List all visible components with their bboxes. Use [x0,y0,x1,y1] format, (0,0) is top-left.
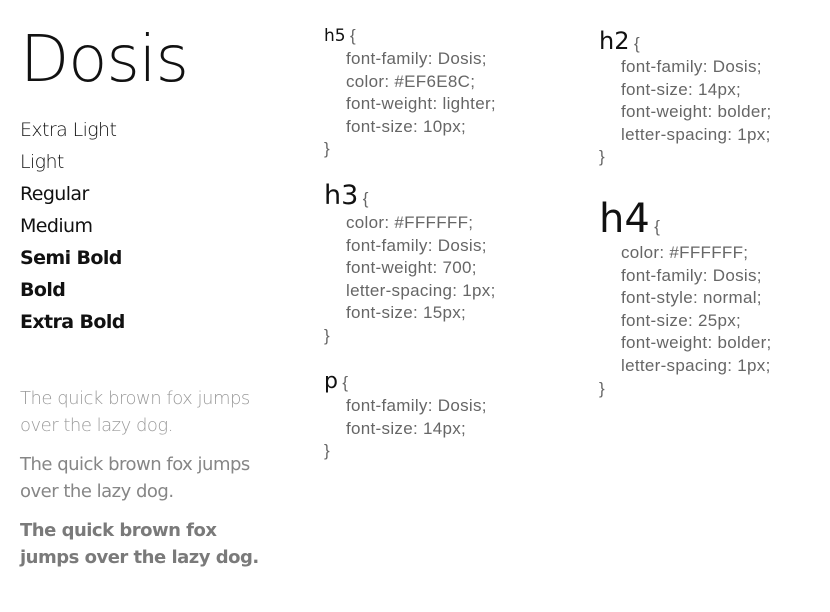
css-selector-p: p [324,369,338,394]
open-brace: { [362,189,369,208]
sample-text-light: The quick brown fox jumps over the lazy … [20,388,250,436]
css-declaration: font-weight: bolder; [621,102,772,122]
close-brace: } [324,139,330,159]
css-declaration: color: #EF6E8C; [346,71,476,91]
sample-text-group: The quick brown fox jumps over the lazy … [20,385,310,571]
close-brace: } [599,147,605,167]
css-declaration: font-style: normal; [621,288,762,308]
sample-text-bold: The quick brown fox jumps over the lazy … [20,520,259,568]
css-selector-h5: h5 [324,26,346,46]
weight-list: Extra Light Light Regular Medium Semi Bo… [20,114,310,338]
open-brace: { [654,217,660,236]
close-brace: } [324,441,330,461]
sample-text-regular: The quick brown fox jumps over the lazy … [20,454,250,502]
css-declaration: letter-spacing: 1px; [346,280,496,300]
css-declaration: font-family: Dosis; [346,235,487,255]
weight-medium: Medium [20,215,93,237]
css-declaration: font-size: 15px; [346,303,467,323]
css-declaration: color: #FFFFFF; [346,213,474,232]
css-selector-h3: h3 [324,180,359,211]
css-rule-h3: h3 { color: #FFFFFF; font-family: Dosis;… [324,180,496,348]
weight-extra-light: Extra Light [20,119,117,141]
css-declaration: font-size: 14px; [346,418,467,438]
css-selector-h4: h4 [599,196,650,242]
css-declaration: font-weight: 700; [346,258,477,278]
weight-regular: Regular [20,183,89,205]
css-rule-p: p { font-family: Dosis; font-size: 14px;… [324,368,487,463]
css-declaration: font-size: 25px; [621,310,742,330]
css-rule-h2: h2 { font-family: Dosis; font-size: 14px… [599,26,772,169]
weight-semi-bold: Semi Bold [20,247,122,269]
css-declaration: font-family: Dosis; [346,49,487,68]
css-rule-h5: h5 { font-family: Dosis; color: #EF6E8C;… [324,24,496,161]
open-brace: { [633,34,640,53]
css-declaration: font-weight: lighter; [346,94,496,114]
weight-light: Light [20,151,64,173]
close-brace: } [324,325,330,345]
css-declaration: font-size: 14px; [621,79,742,99]
weight-extra-bold: Extra Bold [20,311,125,333]
close-brace: } [599,378,605,398]
css-declaration: color: #FFFFFF; [621,243,749,262]
css-declaration: letter-spacing: 1px; [621,355,771,375]
font-name-title: Dosis [20,23,189,97]
css-selector-h2: h2 [599,27,630,55]
css-declaration: font-family: Dosis; [621,57,762,76]
open-brace: { [342,373,349,392]
css-declaration: font-family: Dosis; [621,265,762,285]
font-specimen: Dosis Extra Light Light Regular Medium S… [20,14,310,583]
css-rule-h4: h4 { color: #FFFFFF; font-family: Dosis;… [599,196,772,400]
css-declaration: font-family: Dosis; [346,396,487,415]
css-declaration: font-weight: bolder; [621,333,772,353]
open-brace: { [350,26,356,45]
css-declaration: letter-spacing: 1px; [621,124,771,144]
weight-bold: Bold [20,279,66,301]
css-declaration: font-size: 10px; [346,116,467,136]
